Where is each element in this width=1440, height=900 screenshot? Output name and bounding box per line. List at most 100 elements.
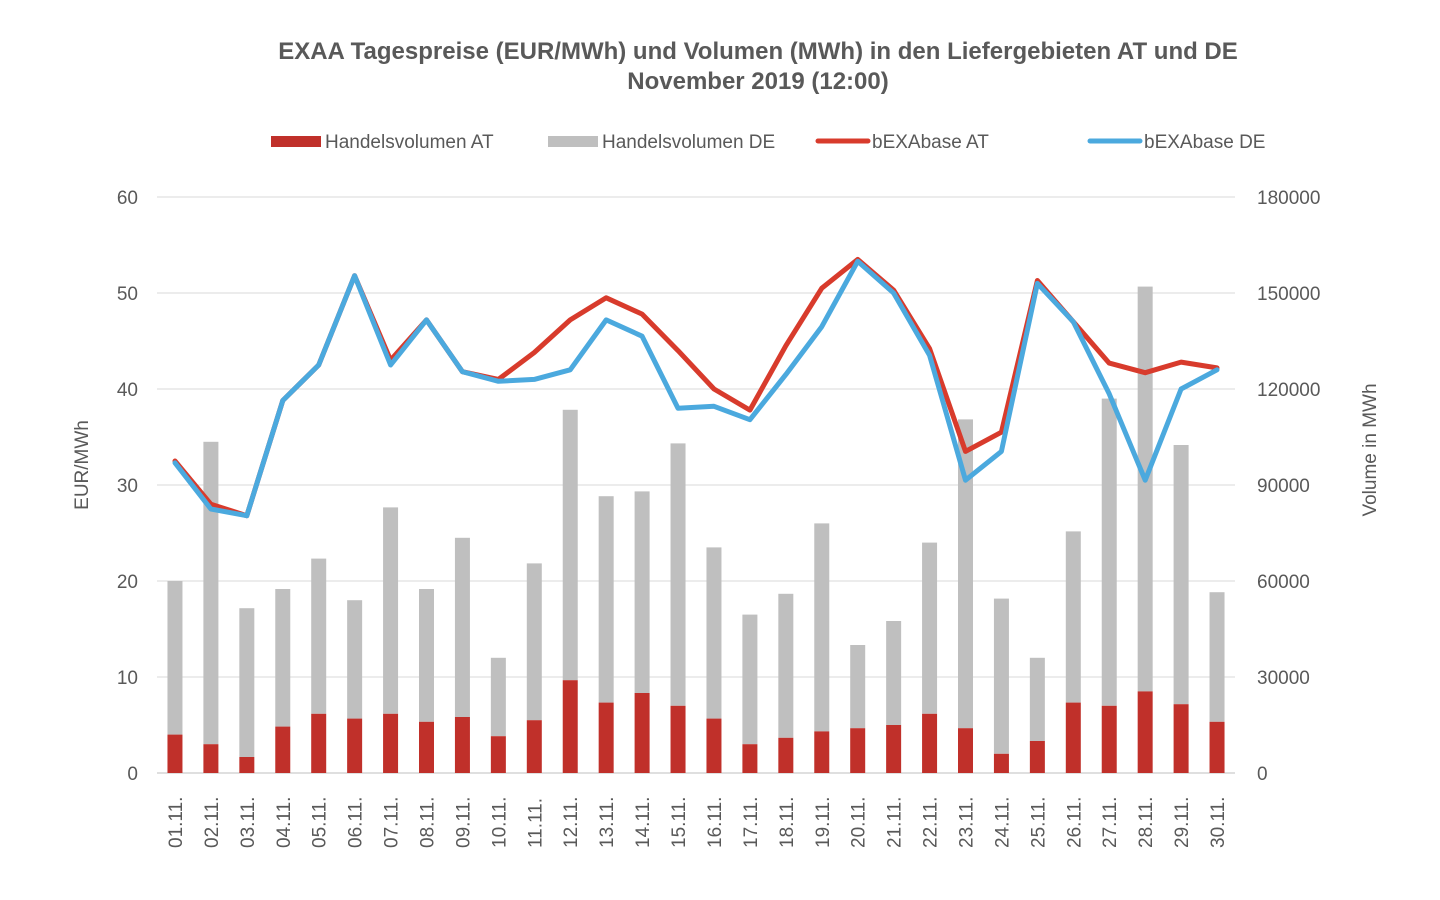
x-tick-label: 23.11. — [957, 797, 978, 848]
bar-handelsvolumen-at — [1137, 691, 1153, 773]
x-tick-label: 10.11. — [489, 797, 510, 848]
y-right-tick-label: 30000 — [1257, 668, 1310, 689]
line-bexabase-at — [172, 256, 1220, 519]
x-tick-label: 03.11. — [238, 797, 259, 848]
y-right-tick-label: 90000 — [1257, 476, 1310, 497]
y-right-tick-label: 0 — [1257, 764, 1268, 785]
bar-handelsvolumen-de — [814, 523, 830, 732]
bar-handelsvolumen-de — [239, 608, 255, 757]
x-tick-label: 13.11. — [597, 797, 618, 848]
bar-handelsvolumen-de — [562, 409, 578, 681]
bar-handelsvolumen-de — [850, 645, 866, 729]
bar-handelsvolumen-at — [203, 744, 219, 773]
bar-handelsvolumen-at — [1173, 704, 1189, 773]
bar-handelsvolumen-at — [347, 718, 363, 773]
x-tick-label: 21.11. — [885, 797, 906, 848]
bar-handelsvolumen-at — [670, 705, 686, 773]
bar-handelsvolumen-at — [706, 718, 722, 773]
x-tick-label: 05.11. — [310, 797, 331, 848]
bar-handelsvolumen-at — [311, 713, 327, 773]
bar-handelsvolumen-de — [167, 581, 183, 735]
bar-handelsvolumen-de — [1137, 286, 1153, 692]
bar-handelsvolumen-de — [886, 621, 902, 725]
bar-handelsvolumen-de — [275, 589, 291, 727]
bar-handelsvolumen-at — [562, 680, 578, 773]
bar-handelsvolumen-de — [706, 547, 722, 719]
bar-handelsvolumen-de — [490, 657, 506, 737]
bar-handelsvolumen-de — [526, 563, 542, 721]
bar-handelsvolumen-at — [1029, 741, 1045, 773]
bar-handelsvolumen-at — [993, 753, 1009, 773]
bar-handelsvolumen-de — [347, 600, 363, 719]
bar-handelsvolumen-de — [1173, 445, 1189, 705]
y-left-tick-label: 30 — [117, 476, 138, 497]
y-left-tick-label: 20 — [117, 572, 138, 593]
y-right-axis-title: Volume in MWh — [1360, 383, 1381, 516]
x-tick-label: 11.11. — [525, 798, 546, 848]
bar-handelsvolumen-at — [275, 726, 291, 773]
y-left-tick-label: 40 — [117, 380, 138, 401]
bar-handelsvolumen-at — [526, 720, 542, 773]
bar-handelsvolumen-at — [742, 744, 758, 773]
bar-handelsvolumen-de — [1209, 592, 1225, 722]
x-tick-label: 20.11. — [849, 797, 870, 848]
legend-label: Handelsvolumen DE — [602, 132, 775, 153]
y-right-tick-label: 60000 — [1257, 572, 1310, 593]
x-tick-label: 17.11. — [741, 797, 762, 848]
bar-handelsvolumen-de — [922, 542, 938, 714]
bar-handelsvolumen-at — [922, 713, 938, 773]
bar-handelsvolumen-de — [1029, 657, 1045, 741]
bar-handelsvolumen-at — [1065, 702, 1081, 773]
chart-subtitle: November 2019 (12:00) — [627, 68, 889, 95]
y-left-tick-label: 60 — [117, 188, 138, 209]
y-right-tick-label: 180000 — [1257, 188, 1320, 209]
bar-handelsvolumen-at — [814, 731, 830, 773]
x-tick-label: 16.11. — [705, 797, 726, 848]
x-tick-label: 22.11. — [921, 797, 942, 848]
bar-handelsvolumen-at — [958, 728, 973, 773]
bar-handelsvolumen-de — [1065, 531, 1081, 703]
x-tick-label: 01.11. — [166, 797, 187, 848]
bar-handelsvolumen-de — [311, 558, 327, 714]
bar-handelsvolumen-de — [634, 491, 650, 693]
bar-handelsvolumen-de — [742, 614, 758, 745]
bar-handelsvolumen-de — [958, 419, 973, 729]
x-tick-label: 19.11. — [813, 797, 834, 848]
bar-handelsvolumen-de — [203, 441, 219, 745]
x-tick-label: 28.11. — [1136, 797, 1157, 848]
bar-handelsvolumen-at — [1209, 721, 1225, 773]
bar-handelsvolumen-de — [383, 507, 399, 714]
x-tick-label: 30.11. — [1208, 797, 1229, 848]
bar-handelsvolumen-de — [1101, 398, 1117, 706]
bar-handelsvolumen-at — [850, 728, 866, 773]
y-left-tick-label: 10 — [117, 668, 138, 689]
bar-handelsvolumen-de — [419, 589, 434, 722]
bar-handelsvolumen-at — [598, 702, 614, 773]
x-tick-label: 18.11. — [777, 797, 798, 848]
bar-handelsvolumen-at — [239, 757, 255, 773]
bar-handelsvolumen-de — [993, 598, 1009, 754]
legend-swatch — [271, 136, 321, 147]
bar-handelsvolumen-at — [778, 737, 794, 773]
x-tick-label: 24.11. — [992, 797, 1013, 848]
y-right-tick-label: 120000 — [1257, 380, 1320, 401]
x-tick-label: 25.11. — [1028, 797, 1049, 848]
x-tick-label: 04.11. — [274, 797, 295, 848]
x-tick-label: 09.11. — [453, 797, 474, 848]
x-tick-label: 14.11. — [633, 797, 654, 848]
y-left-tick-label: 50 — [117, 284, 138, 305]
y-left-axis-title: EUR/MWh — [72, 420, 93, 510]
bar-handelsvolumen-at — [454, 717, 470, 773]
bar-handelsvolumen-at — [1101, 705, 1117, 773]
legend-label: Handelsvolumen AT — [325, 132, 494, 153]
bar-handelsvolumen-at — [167, 734, 183, 773]
x-tick-label: 12.11. — [561, 797, 582, 848]
bar-handelsvolumen-de — [454, 537, 470, 717]
x-tick-label: 15.11. — [669, 797, 690, 848]
x-tick-label: 08.11. — [418, 797, 439, 848]
x-tick-label: 27.11. — [1100, 797, 1121, 848]
x-tick-label: 26.11. — [1064, 797, 1085, 848]
legend-label: bEXAbase DE — [1144, 132, 1265, 153]
x-tick-label: 07.11. — [382, 797, 403, 848]
